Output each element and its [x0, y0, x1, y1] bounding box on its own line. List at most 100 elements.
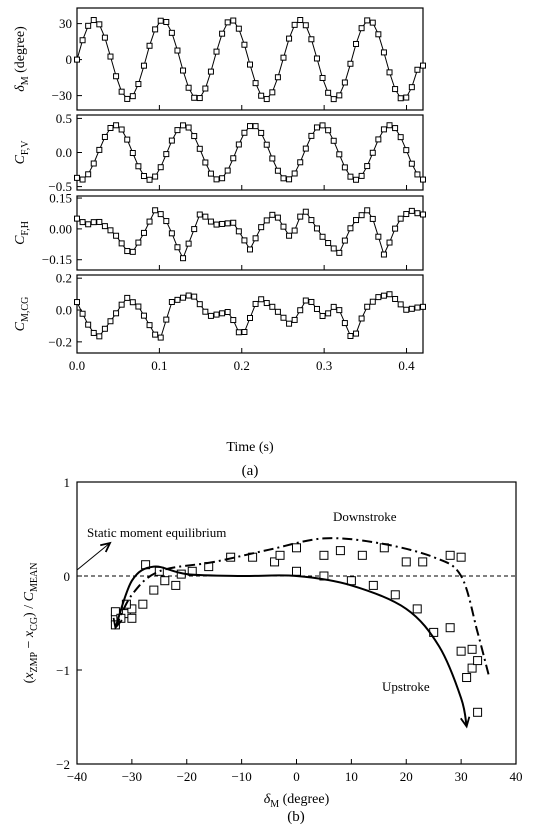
scatter-point [292, 566, 301, 576]
data-point [313, 124, 320, 131]
figure-a-caption: (a) [242, 463, 259, 479]
data-point [90, 329, 97, 336]
data-point [157, 334, 164, 341]
data-point [414, 304, 421, 311]
data-point [174, 47, 181, 54]
data-point [274, 308, 281, 315]
data-point [252, 80, 259, 87]
data-point [397, 215, 404, 222]
data-point [353, 330, 360, 337]
data-point [330, 137, 337, 144]
data-point [252, 300, 259, 307]
data-point [341, 320, 348, 327]
data-point [364, 163, 371, 170]
data-point [414, 66, 421, 73]
data-point [124, 294, 131, 301]
y-tick-label: 0.15 [49, 191, 72, 206]
x-tick-label: −20 [177, 769, 197, 784]
data-point [202, 85, 209, 92]
data-point [313, 55, 320, 62]
data-point [74, 174, 80, 181]
data-point [107, 318, 114, 325]
scatter-point [226, 552, 236, 562]
data-point [174, 244, 181, 251]
y-tick-label: −0.15 [42, 252, 72, 267]
data-point [74, 299, 80, 306]
data-point [241, 129, 248, 136]
data-point [213, 48, 220, 55]
data-point [336, 307, 343, 314]
data-point [420, 176, 426, 183]
y-tick-label: −30 [52, 88, 72, 103]
data-point [185, 292, 192, 299]
y-tick-label: 0.5 [56, 111, 72, 126]
data-point [79, 310, 86, 317]
data-point [358, 25, 365, 32]
annotation-leader [76, 542, 111, 571]
data-point [274, 74, 281, 81]
data-point [90, 219, 97, 226]
data-point [414, 210, 421, 217]
data-point [168, 230, 175, 237]
data-point [180, 122, 187, 129]
data-point [274, 167, 281, 174]
x-tick-label: 40 [510, 769, 523, 784]
data-point [152, 207, 159, 214]
data-point [336, 92, 343, 99]
data-point [230, 155, 237, 162]
data-point [280, 314, 287, 321]
data-point [252, 123, 259, 130]
data-point [124, 95, 131, 102]
panel-cmcg: 0.2 0.0 −0.2 0.0 0.1 0.2 0.3 0.4 CM,CG [13, 271, 426, 373]
data-point [90, 160, 97, 167]
data-point [386, 122, 393, 129]
data-point [369, 298, 376, 305]
data-point [380, 126, 387, 133]
data-point [196, 211, 203, 218]
data-point [118, 88, 125, 95]
y-tick-label: 0.00 [49, 221, 72, 236]
y-axis-label: CF,V [13, 140, 31, 165]
data-point [146, 322, 153, 329]
y-tick-label: 0.0 [56, 303, 72, 318]
data-point [358, 172, 365, 179]
data-point [152, 26, 159, 33]
data-point [347, 173, 354, 180]
data-point [107, 124, 114, 131]
data-point [364, 17, 371, 24]
x-tick-label: 30 [455, 769, 468, 784]
data-point [297, 213, 304, 220]
data-point [79, 219, 86, 226]
data-point [101, 34, 108, 41]
data-point [202, 213, 209, 220]
data-point [118, 126, 125, 133]
data-point [330, 96, 337, 103]
data-point [408, 207, 415, 214]
y-tick-label: −2 [56, 757, 70, 772]
data-point [263, 217, 270, 224]
data-point [269, 303, 276, 310]
data-point [90, 17, 97, 24]
data-point [191, 293, 198, 300]
data-point [375, 136, 382, 143]
x-tick-label: 0.2 [234, 358, 250, 373]
data-point [135, 163, 142, 170]
data-point [313, 305, 320, 312]
data-point [219, 30, 226, 37]
data-point [163, 151, 170, 158]
x-tick-label: 0.4 [398, 358, 415, 373]
data-point [174, 296, 181, 303]
panel-cfh: 0.15 0.00 −0.15 CF,H [13, 191, 426, 271]
data-point [163, 18, 170, 25]
data-point [96, 146, 103, 153]
data-point [85, 321, 92, 328]
data-point [207, 170, 214, 177]
data-point [185, 124, 192, 131]
data-point [168, 299, 175, 306]
data-point [380, 251, 387, 258]
data-point [213, 311, 220, 318]
data-point [140, 62, 147, 69]
data-point [146, 218, 153, 225]
data-point [353, 176, 360, 183]
data-point [302, 208, 309, 215]
